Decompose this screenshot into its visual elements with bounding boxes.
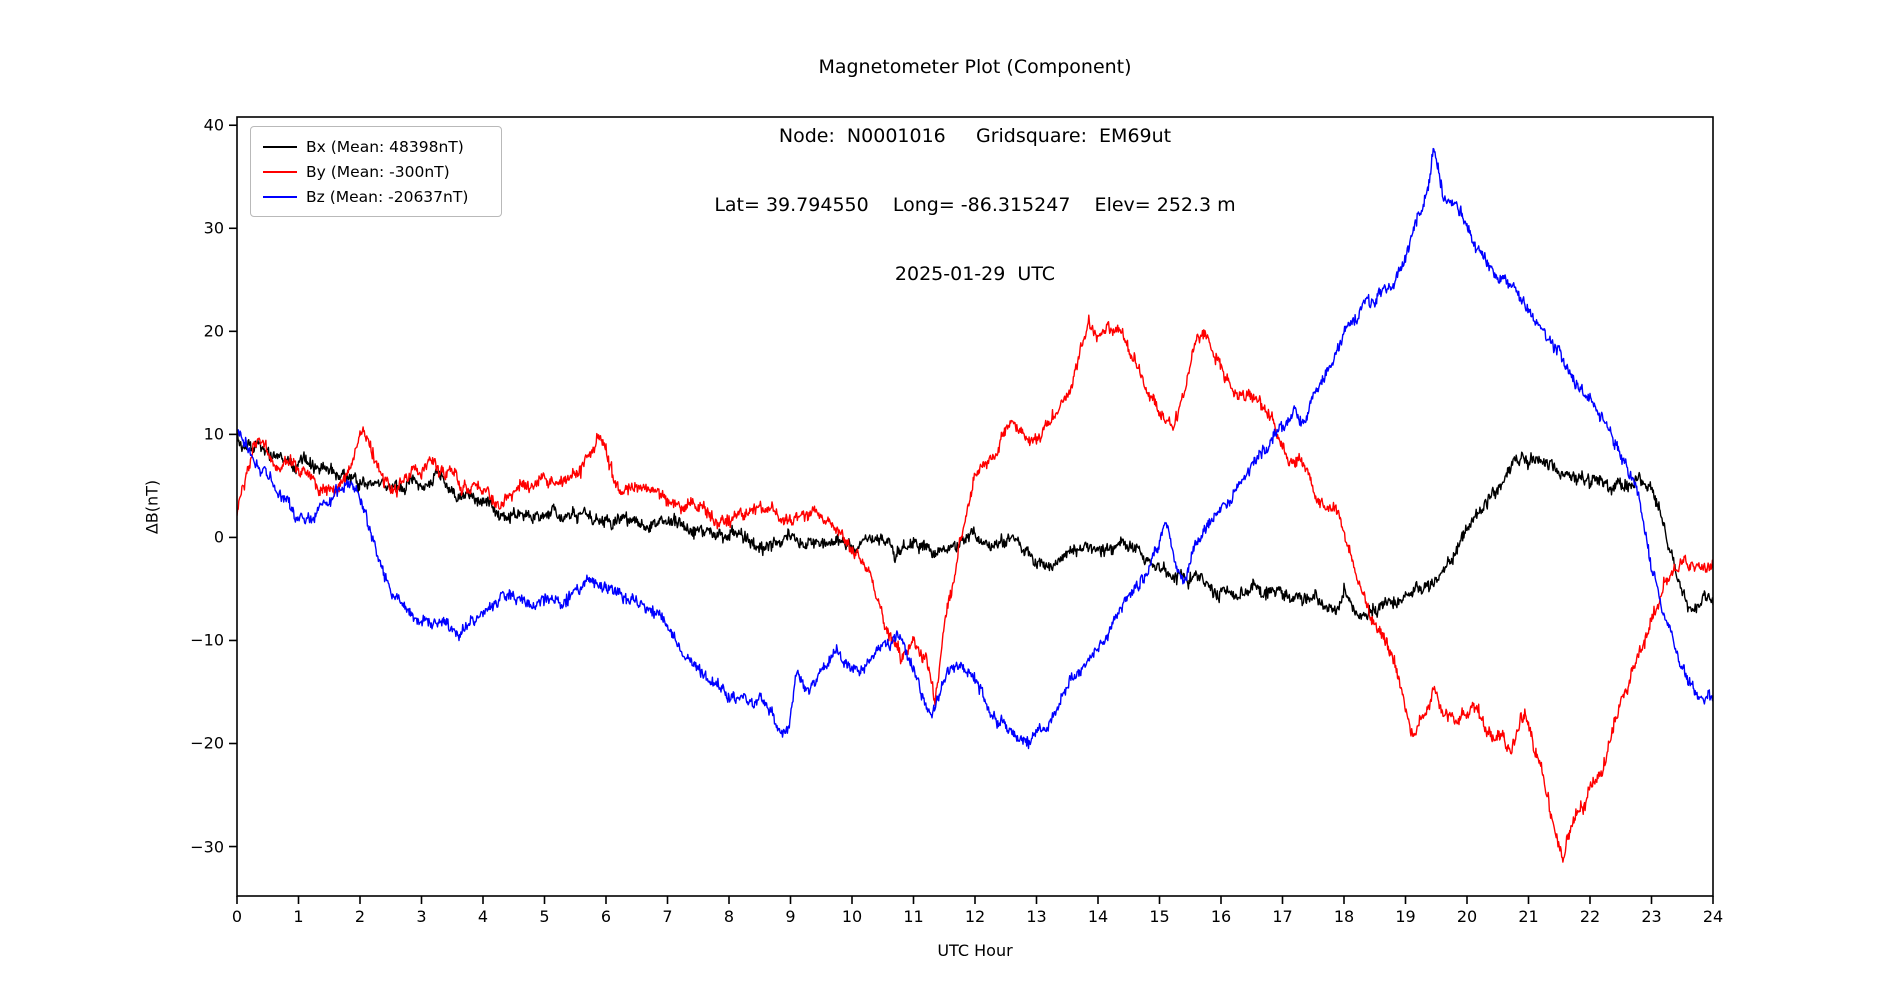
x-tick-label-24: 24 <box>1702 907 1724 926</box>
x-tick-label-16: 16 <box>1210 907 1232 926</box>
x-tick-label-18: 18 <box>1333 907 1355 926</box>
y-tick-label-0: 0 <box>213 527 224 547</box>
legend-label: Bz (Mean: -20637nT) <box>306 187 469 206</box>
series-line-by <box>237 314 1713 863</box>
plot-subtitle-location: Lat= 39.794550 Long= -86.315247 Elev= 25… <box>714 194 1236 216</box>
legend: Bx (Mean: 48398nT) By (Mean: -300nT) Bz (M… <box>250 126 502 217</box>
axes-frame <box>236 116 1714 897</box>
x-tick-label-1: 1 <box>293 907 304 926</box>
y-tick-label-40: 40 <box>203 115 224 135</box>
plot-subtitle-node: Node: N0001016 Gridsquare: EM69ut <box>778 125 1172 147</box>
legend-entry-bx: Bx (Mean: 48398nT) <box>263 134 491 159</box>
x-tick-label-22: 22 <box>1579 907 1601 926</box>
x-axis-label: UTC Hour <box>937 941 1013 960</box>
y-axis-label: ΔB(nT) <box>142 479 162 535</box>
x-tick-label-3: 3 <box>416 907 427 926</box>
series-line-bz <box>237 147 1713 750</box>
x-tick-label-17: 17 <box>1272 907 1293 926</box>
legend-label: By (Mean: -300nT) <box>306 162 450 181</box>
axis-tick-marks <box>229 124 1714 904</box>
x-tick-label-7: 7 <box>662 907 673 926</box>
y-tick-label--30: −30 <box>190 837 224 857</box>
legend-entry-by: By (Mean: -300nT) <box>263 159 491 184</box>
legend-entry-bz: Bz (Mean: -20637nT) <box>263 184 491 209</box>
series-lines <box>237 147 1713 863</box>
y-tick-label--20: −20 <box>190 733 224 753</box>
x-tick-label-13: 13 <box>1026 907 1047 926</box>
x-tick-label-21: 21 <box>1518 907 1539 926</box>
legend-line-sample <box>263 170 297 173</box>
x-tick-label-20: 20 <box>1456 907 1478 926</box>
series-line-bx <box>237 432 1713 621</box>
y-tick-label-10: 10 <box>203 424 224 444</box>
x-tick-label-19: 19 <box>1395 907 1416 926</box>
x-tick-label-11: 11 <box>903 907 924 926</box>
legend-line-sample <box>263 195 297 198</box>
x-tick-label-15: 15 <box>1149 907 1170 926</box>
x-tick-label-14: 14 <box>1087 907 1109 926</box>
y-tick-label--10: −10 <box>190 630 224 650</box>
x-tick-label-4: 4 <box>477 907 489 926</box>
legend-line-sample <box>263 145 297 148</box>
x-tick-label-23: 23 <box>1641 907 1662 926</box>
x-tick-label-5: 5 <box>539 907 550 926</box>
x-tick-label-2: 2 <box>354 907 366 926</box>
y-tick-label-30: 30 <box>203 218 224 238</box>
y-tick-label-20: 20 <box>203 321 224 341</box>
x-tick-label-0: 0 <box>231 907 243 926</box>
x-tick-label-6: 6 <box>600 907 612 926</box>
x-tick-label-8: 8 <box>723 907 735 926</box>
legend-label: Bx (Mean: 48398nT) <box>306 137 464 156</box>
x-tick-label-12: 12 <box>964 907 986 926</box>
title-block: Magnetometer Plot (Component) Node: N000… <box>714 10 1235 332</box>
x-tick-label-9: 9 <box>785 907 796 926</box>
x-tick-label-10: 10 <box>841 907 863 926</box>
plot-title: Magnetometer Plot (Component) <box>818 56 1132 78</box>
plot-subtitle-date: 2025-01-29 UTC <box>894 263 1056 285</box>
